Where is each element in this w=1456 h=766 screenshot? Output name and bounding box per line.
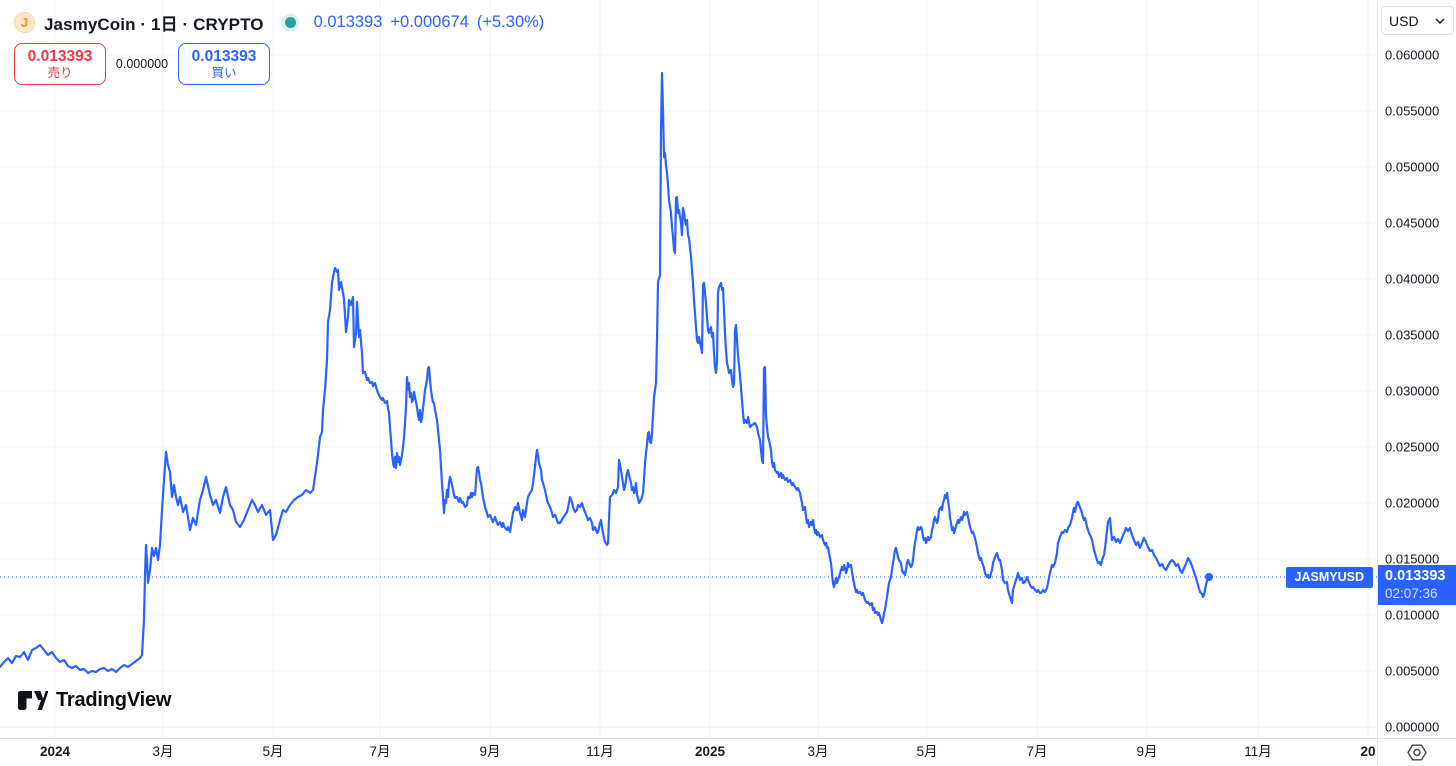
time-axis-tick: 5月 [916, 744, 938, 759]
chevron-down-icon [1435, 18, 1445, 24]
price-axis-tick: 0.040000 [1385, 271, 1440, 287]
tradingview-mark-icon [18, 691, 48, 710]
sell-price: 0.013393 [27, 47, 93, 65]
price-line-chart [0, 0, 1377, 738]
price-axis-tick: 0.060000 [1385, 47, 1440, 63]
gear-icon[interactable] [1407, 744, 1427, 761]
price-axis-tick: 0.015000 [1385, 551, 1440, 567]
price-axis-tick: 0.010000 [1385, 607, 1440, 623]
sell-button[interactable]: 0.013393 売り [14, 43, 106, 85]
quote-values: 0.013393 +0.000674 (+5.30%) [314, 13, 545, 32]
price-change-pct: (+5.30%) [476, 12, 545, 31]
time-axis[interactable]: 2024 3月 5月 7月 9月 11月 2025 3月 5月 7月 9月 11月 20 [0, 738, 1377, 766]
chart-legend: J JasmyCoin · 1日 · CRYPTO 0.013393 +0.00… [14, 9, 544, 85]
axis-corner [1377, 738, 1456, 766]
time-axis-tick: 3月 [807, 744, 829, 759]
time-axis-tick: 7月 [1026, 744, 1048, 759]
time-axis-tick: 5月 [262, 744, 284, 759]
time-axis-tick: 3月 [152, 744, 174, 759]
buy-button[interactable]: 0.013393 買い [178, 43, 270, 85]
tradingview-logo[interactable]: TradingView [18, 689, 171, 712]
currency-selector[interactable]: USD [1381, 6, 1454, 35]
price-axis-tick: 0.020000 [1385, 495, 1440, 511]
price-axis-tick: 0.030000 [1385, 383, 1440, 399]
jasmycoin-icon: J [14, 11, 35, 33]
price-axis-tick: 0.050000 [1385, 159, 1440, 175]
time-axis-tick: 2024 [39, 744, 71, 759]
series-label-badge: JASMYUSD [1285, 567, 1373, 588]
time-axis-tick: 7月 [369, 744, 391, 759]
time-axis-tick: 11月 [586, 744, 614, 759]
price-axis-tick: 0.025000 [1385, 439, 1440, 455]
time-axis-tick: 9月 [479, 744, 501, 759]
price-axis-tick: 0.035000 [1385, 327, 1440, 343]
last-price: 0.013393 [313, 12, 383, 31]
spread-value: 0.000000 [115, 57, 169, 71]
buy-label: 買い [211, 65, 237, 80]
price-axis-tick: 0.005000 [1385, 663, 1440, 679]
price-axis-tick: 0.045000 [1385, 215, 1440, 231]
time-axis-tick: 11月 [1244, 744, 1272, 759]
currency-label: USD [1389, 12, 1419, 29]
current-price-value: 0.013393 [1385, 568, 1446, 584]
time-axis-tick: 2025 [694, 744, 726, 759]
chart-plot-area[interactable]: JASMYUSD [0, 0, 1377, 738]
bar-countdown: 02:07:36 [1385, 586, 1438, 601]
current-price-badge: 0.013393 02:07:36 [1378, 565, 1456, 605]
price-change: +0.000674 [390, 12, 469, 31]
sell-label: 売り [47, 65, 73, 80]
time-axis-tick: 9月 [1136, 744, 1158, 759]
buy-price: 0.013393 [191, 47, 257, 65]
brand-text: TradingView [56, 689, 172, 711]
price-axis-tick: 0.055000 [1385, 103, 1440, 119]
price-axis[interactable]: USD 0.060000 0.055000 0.050000 0.045000 0.04… [1377, 0, 1456, 738]
time-axis-tick: 20 [1360, 744, 1376, 759]
market-status-dot [284, 16, 296, 28]
price-axis-tick: 0.000000 [1385, 719, 1440, 735]
symbol-title[interactable]: JasmyCoin · 1日 · CRYPTO [44, 14, 264, 34]
